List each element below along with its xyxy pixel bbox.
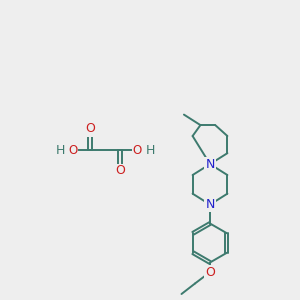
Text: N: N — [205, 158, 215, 171]
Text: H: H — [145, 143, 155, 157]
Text: N: N — [205, 158, 215, 171]
Text: H: H — [55, 143, 65, 157]
Text: O: O — [85, 122, 95, 136]
Text: O: O — [205, 266, 215, 279]
Text: O: O — [133, 143, 142, 157]
Text: O: O — [68, 143, 77, 157]
Text: N: N — [205, 198, 215, 211]
Text: O: O — [115, 164, 125, 178]
